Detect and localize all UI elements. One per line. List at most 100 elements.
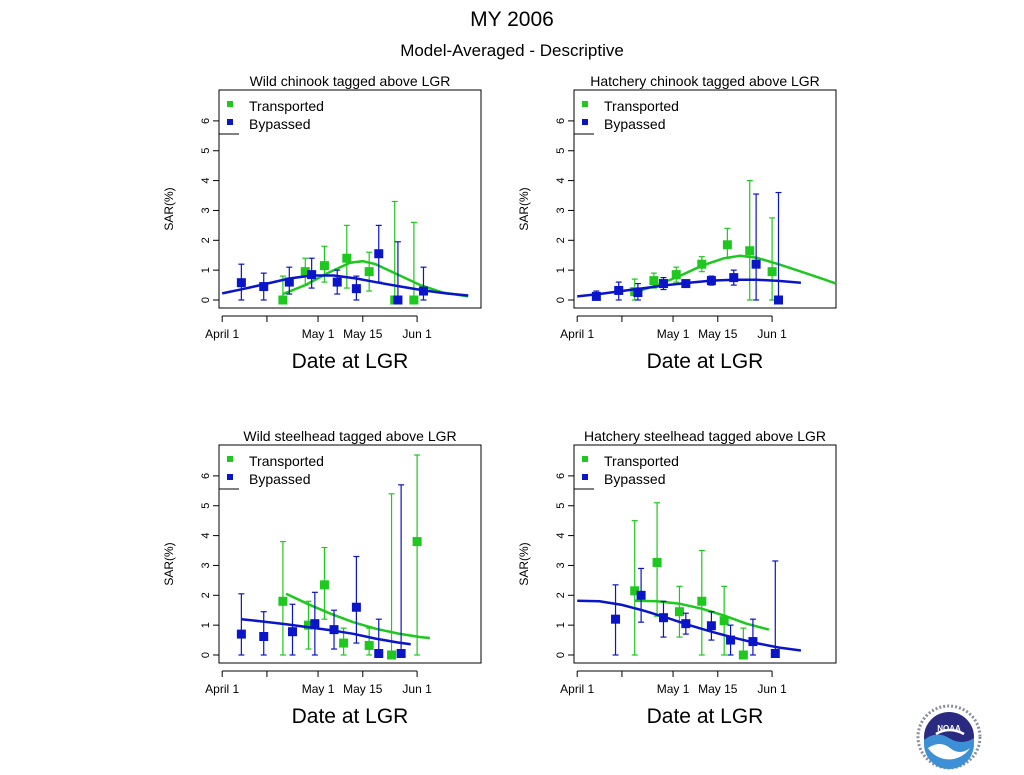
x-tick-label: Jun 1 [402, 682, 432, 696]
data-point-bypassed [748, 637, 758, 647]
legend-swatch-transported [227, 101, 233, 107]
x-axis-label: Date at LGR [647, 705, 764, 728]
y-tick-label: 1 [555, 267, 567, 273]
x-tick-label: May 1 [302, 327, 335, 341]
y-tick-label: 6 [200, 118, 212, 124]
data-point-transported [364, 640, 374, 650]
x-tick-label: April 1 [560, 327, 594, 341]
data-point-transported [738, 650, 748, 660]
x-axis-label: Date at LGR [292, 705, 409, 728]
data-point-transported [697, 259, 707, 269]
page-title: MY 2006 [470, 8, 554, 31]
legend-label-bypassed: Bypassed [604, 471, 665, 487]
data-point-bypassed [307, 270, 317, 280]
x-tick-label: May 15 [343, 327, 383, 341]
y-tick-label: 0 [555, 652, 567, 658]
data-point-transported [630, 586, 640, 596]
chart-title: Wild steelhead tagged above LGR [243, 428, 456, 444]
legend-label-transported: Transported [604, 453, 679, 469]
page-subtitle: Model-Averaged - Descriptive [400, 41, 624, 60]
data-point-transported [745, 246, 755, 256]
x-tick-label: Jun 1 [757, 327, 787, 341]
x-tick-label: May 1 [657, 327, 690, 341]
data-point-transported [339, 638, 349, 648]
data-point-bypassed [287, 627, 297, 637]
legend-label-bypassed: Bypassed [604, 116, 665, 132]
y-tick-label: 4 [200, 533, 212, 539]
legend-label-transported: Transported [249, 98, 324, 114]
legend-swatch-bypassed [227, 474, 233, 480]
data-point-bypassed [636, 590, 646, 600]
x-tick-label: April 1 [205, 682, 239, 696]
y-tick-label: 3 [200, 207, 212, 213]
y-tick-label: 2 [200, 237, 212, 243]
fit-line-bypassed [221, 274, 469, 297]
data-point-bypassed [658, 279, 668, 289]
series-bypassed [577, 560, 802, 659]
y-tick-label: 1 [200, 267, 212, 273]
chart-panel-1: Wild chinook tagged above LGR 0 1 2 3 4 5 6 SAR(… [162, 73, 482, 373]
plot-frame [573, 89, 837, 309]
y-tick-label: 1 [555, 622, 567, 628]
data-point-bypassed [374, 649, 384, 659]
data-point-transported [319, 261, 329, 271]
data-point-bypassed [614, 285, 624, 295]
y-tick-label: 2 [200, 592, 212, 598]
data-point-bypassed [236, 278, 246, 288]
data-point-bypassed [310, 619, 320, 629]
data-point-bypassed [681, 279, 691, 289]
data-point-transported [278, 295, 288, 305]
legend-label-transported: Transported [604, 98, 679, 114]
data-point-transported [767, 267, 777, 277]
legend-swatch-bypassed [582, 119, 588, 125]
y-tick-label: 5 [200, 503, 212, 509]
chart-panel-2: Hatchery chinook tagged above LGR 0 1 2 3 4 5 6… [517, 73, 837, 373]
y-tick-label: 2 [555, 237, 567, 243]
data-point-bypassed [706, 276, 716, 286]
y-tick-label: 3 [555, 207, 567, 213]
data-point-bypassed [726, 635, 736, 645]
data-point-transported [412, 537, 422, 547]
data-point-bypassed [418, 286, 428, 296]
data-point-bypassed [351, 284, 361, 294]
y-tick-label: 3 [555, 562, 567, 568]
data-point-bypassed [393, 295, 403, 305]
data-point-transported [303, 620, 313, 630]
legend-label-bypassed: Bypassed [249, 116, 310, 132]
data-point-transported [652, 557, 662, 567]
x-tick-label: May 15 [698, 682, 738, 696]
data-point-transported [364, 267, 374, 277]
legend: Transported Bypassed [219, 453, 324, 490]
y-tick-label: 6 [200, 473, 212, 479]
data-point-bypassed [374, 249, 384, 259]
data-point-bypassed [236, 629, 246, 639]
x-axis-label: Date at LGR [647, 350, 764, 373]
y-tick-label: 4 [200, 178, 212, 184]
y-tick-label: 0 [200, 297, 212, 303]
y-axis-label: SAR(%) [517, 542, 531, 585]
data-point-bypassed [284, 277, 294, 287]
y-axis-label: SAR(%) [162, 187, 176, 230]
series-transported [278, 200, 469, 305]
data-point-transported [697, 596, 707, 606]
data-point-transported [319, 580, 329, 590]
y-tick-label: 6 [555, 118, 567, 124]
legend-swatch-transported [227, 456, 233, 462]
data-point-bypassed [773, 295, 783, 305]
x-tick-label: May 15 [698, 327, 738, 341]
series-transported [630, 502, 770, 660]
data-point-bypassed [751, 259, 761, 269]
data-point-transported [342, 253, 352, 263]
y-tick-label: 5 [200, 148, 212, 154]
y-axis-label: SAR(%) [517, 187, 531, 230]
series-bypassed [221, 224, 469, 305]
plot-frame [218, 89, 482, 309]
series-bypassed [236, 484, 411, 659]
chart-title: Wild chinook tagged above LGR [250, 73, 451, 89]
data-point-transported [300, 267, 310, 277]
chart-title: Hatchery chinook tagged above LGR [590, 73, 820, 89]
legend-swatch-bypassed [582, 474, 588, 480]
x-tick-label: Jun 1 [757, 682, 787, 696]
x-tick-label: April 1 [560, 682, 594, 696]
